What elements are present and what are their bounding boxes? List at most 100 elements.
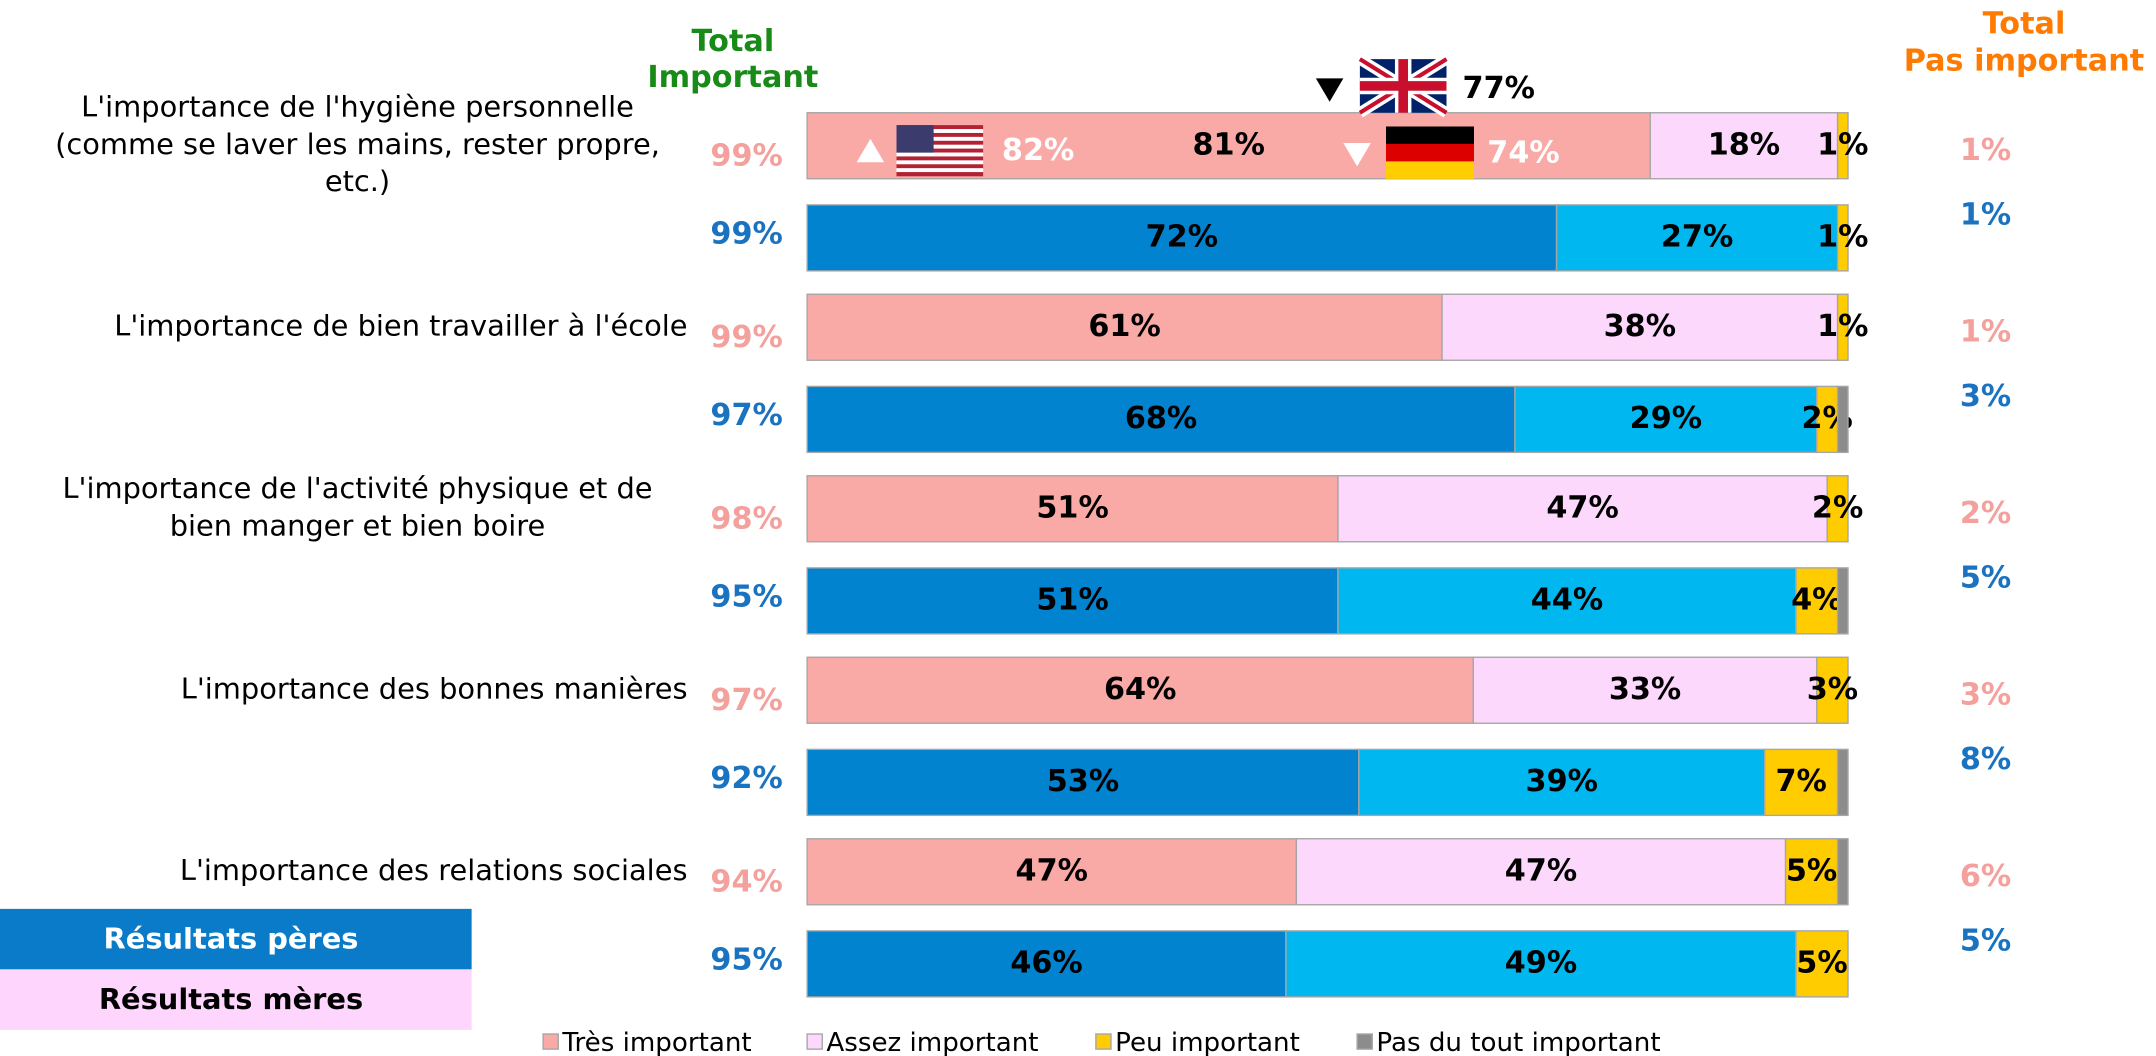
category-label: bien manger et bien boire (170, 508, 546, 542)
total-important: 95% (710, 580, 782, 615)
bar-segment (1649, 112, 1839, 180)
bar-segment (1836, 112, 1849, 180)
total-pas-important: 3% (1960, 677, 2011, 712)
value-label: 61% (1088, 309, 1160, 344)
bar-segment (1836, 567, 1849, 635)
total-important: 97% (710, 683, 782, 718)
legend-swatch (1095, 1033, 1112, 1050)
bar-segment (806, 567, 1339, 635)
flag-stripe (896, 132, 984, 138)
legend-label: Assez important (826, 1028, 1038, 1056)
total-important: 95% (710, 943, 782, 978)
bar-segment (1472, 656, 1818, 724)
value-label: 5% (1786, 853, 1837, 888)
flag-stripe (896, 140, 984, 145)
bar-segment (1295, 838, 1787, 906)
value-label: 3% (1807, 672, 1858, 707)
bar-segment (1836, 293, 1849, 361)
bar-segment (1816, 656, 1849, 724)
bar-segment (806, 475, 1339, 543)
value-label: 47% (1016, 853, 1088, 888)
bar-segment (1514, 385, 1818, 454)
flag-canton (896, 125, 934, 153)
flag-stripe (896, 148, 984, 153)
legend-swatch (542, 1033, 559, 1050)
category-label: L'importance de bien travailler à l'écol… (114, 308, 687, 342)
total-pas-important: 5% (1960, 923, 2011, 958)
flag-stripe (896, 156, 984, 161)
flag-stripe (896, 152, 984, 157)
value-label: 44% (1531, 582, 1603, 617)
legend-swatch (806, 1033, 823, 1050)
value-label: 39% (1526, 764, 1598, 799)
value-label: 38% (1604, 309, 1676, 344)
total-important: 98% (710, 501, 782, 536)
total-important: 99% (710, 217, 782, 252)
value-label: 1% (1817, 127, 1868, 162)
bar-segment (1836, 838, 1849, 906)
bar-segment (1795, 930, 1849, 998)
bar-segment (1555, 204, 1839, 272)
value-label: 51% (1036, 582, 1108, 617)
total-pas-important: 1% (1960, 197, 2011, 232)
value-label: 33% (1609, 672, 1681, 707)
flag-stripe (1386, 143, 1474, 162)
bar-segment (806, 930, 1287, 998)
value-label: 47% (1505, 853, 1577, 888)
legend-label: Peu important (1115, 1028, 1300, 1056)
direction-arrow (856, 138, 885, 163)
bar-segment (806, 385, 1516, 454)
total-pas-important: 8% (1960, 742, 2011, 777)
flag-stripe (896, 125, 984, 130)
bar-segment (1337, 567, 1797, 635)
direction-arrow (1343, 143, 1371, 167)
value-label: 4% (1791, 582, 1842, 617)
total-pas-important: 1% (1960, 314, 2011, 349)
category-label: L'importance de l'activité physique et d… (62, 471, 652, 505)
category-label: L'importance de l'hygiène personnelle (81, 90, 634, 124)
group-box (0, 908, 472, 970)
value-label: 27% (1661, 219, 1733, 254)
bar-segment (806, 204, 1558, 272)
flag-stripe (896, 144, 984, 149)
total-important: 99% (710, 320, 782, 355)
bar-segment (1826, 475, 1849, 543)
annotation: 82% (856, 125, 1074, 177)
category-label: L'importance des bonnes manières (181, 671, 688, 705)
bar-segment (1836, 204, 1849, 272)
bar-segment (1836, 748, 1849, 817)
value-label: 81% (1192, 127, 1264, 162)
value-label: 29% (1630, 401, 1702, 436)
bar-segment (1836, 385, 1849, 454)
flag-stripe (896, 164, 984, 169)
value-label: 53% (1047, 764, 1119, 799)
value-label: 72% (1146, 219, 1218, 254)
value-label: 1% (1817, 219, 1868, 254)
value-label: 47% (1546, 490, 1618, 525)
value-label: 18% (1708, 127, 1780, 162)
header-total-pas-important: Total (1983, 6, 2066, 41)
bar-segment (1285, 930, 1797, 998)
bar-segment (1358, 748, 1766, 817)
flag-stripe (896, 160, 984, 165)
group-box (0, 969, 472, 1030)
flag-stripe (896, 172, 984, 177)
legend-label: Très important (561, 1028, 751, 1056)
flag-stripe (1386, 126, 1474, 144)
value-label: 7% (1775, 764, 1826, 799)
category-label: etc.) (325, 164, 390, 198)
bar-segment (1337, 475, 1828, 543)
flag-stripe (896, 136, 984, 142)
annotation: 74% (1343, 126, 1560, 179)
value-label: 64% (1104, 672, 1176, 707)
flag-cross (1359, 59, 1447, 113)
total-important: 99% (710, 138, 782, 173)
total-pas-important: 1% (1960, 133, 2011, 168)
group-label: Résultats pères (104, 922, 359, 956)
value-label: 46% (1010, 945, 1082, 980)
category-label: L'importance des relations sociales (180, 853, 688, 887)
total-important: 97% (710, 398, 782, 433)
bar-segment (806, 656, 1474, 724)
total-pas-important: 3% (1960, 379, 2011, 414)
